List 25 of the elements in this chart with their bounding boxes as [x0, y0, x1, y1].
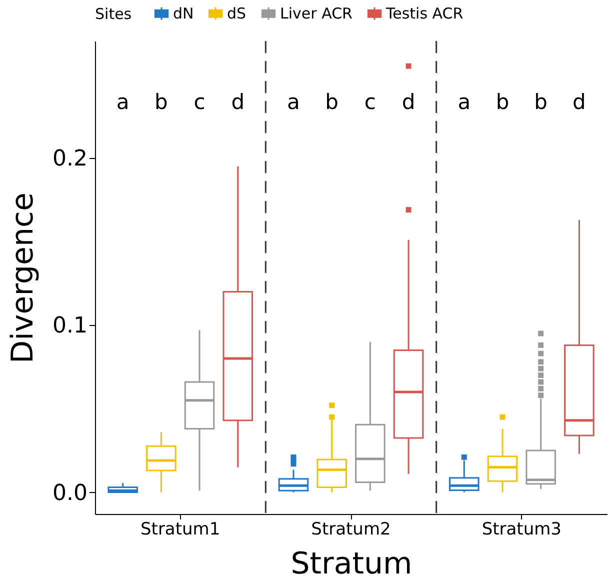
x-tick-label: Stratum1	[140, 520, 220, 540]
x-axis-title: Stratum	[290, 546, 412, 582]
legend-label: Liver ACR	[280, 4, 352, 23]
annotation: d	[402, 90, 416, 114]
annotation: b	[534, 90, 548, 114]
legend-label: dS	[227, 4, 246, 23]
legend-label: dN	[173, 4, 194, 23]
annotation: b	[496, 90, 510, 114]
y-axis-title: Divergence	[6, 192, 41, 364]
legend-title: Sites	[95, 5, 132, 23]
legend-label: Testis ACR	[385, 4, 464, 23]
annotation: a	[458, 90, 471, 114]
annotation: c	[194, 90, 206, 114]
annotation: d	[231, 90, 245, 114]
y-tick-label: 0.0	[52, 480, 88, 506]
x-tick-label: Stratum3	[482, 520, 562, 540]
annotation: b	[325, 90, 338, 114]
annotation: a	[287, 90, 300, 114]
y-tick-label: 0.1	[52, 314, 88, 339]
annotation: d	[572, 90, 586, 114]
annotation: b	[154, 90, 168, 114]
x-tick-label: Stratum2	[311, 520, 391, 540]
y-tick-label: 0.2	[52, 146, 88, 172]
annotation: c	[364, 90, 376, 114]
annotation: a	[116, 90, 130, 114]
